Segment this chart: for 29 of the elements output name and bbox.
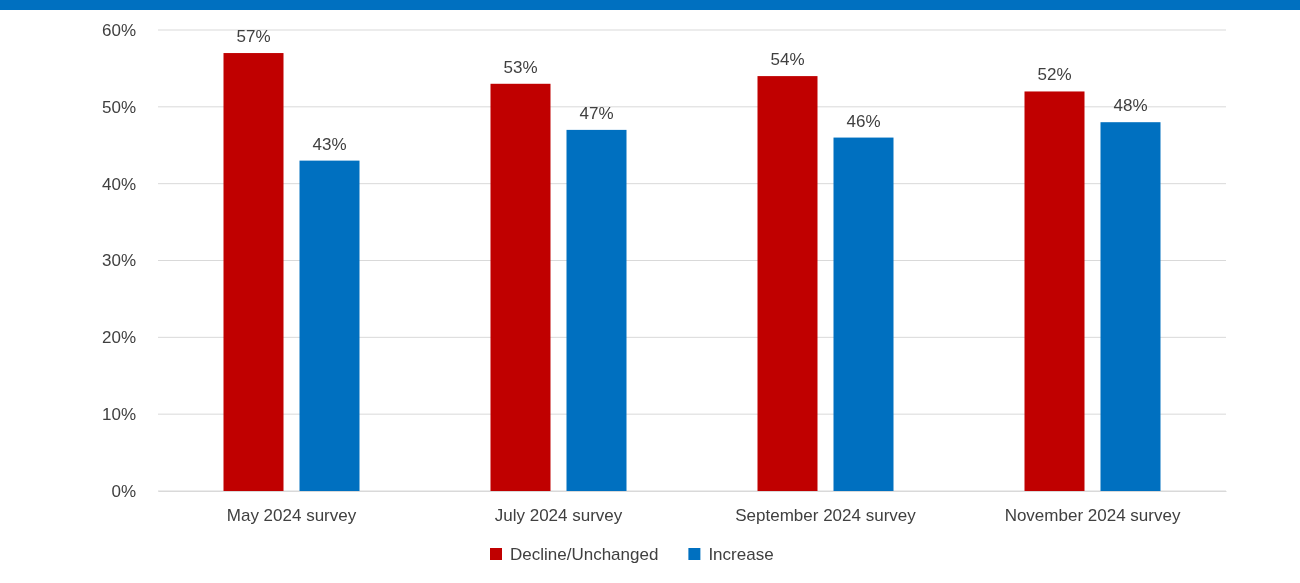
data-label: 53% (503, 57, 538, 77)
y-tick-label: 30% (101, 251, 136, 271)
data-label: 52% (1037, 65, 1072, 85)
y-tick-label: 60% (101, 20, 136, 40)
y-tick-label: 50% (101, 97, 136, 117)
y-tick-label: 40% (101, 174, 136, 194)
bar (757, 76, 818, 491)
y-tick-label: 10% (101, 405, 136, 425)
y-tick-label: 0% (111, 481, 136, 501)
bar (299, 160, 360, 491)
x-tick-label: May 2024 survey (226, 506, 357, 526)
bar (223, 53, 284, 491)
data-label: 47% (579, 103, 614, 123)
legend-label: Increase (708, 545, 774, 564)
data-label: 48% (1113, 96, 1148, 116)
data-label: 43% (312, 134, 347, 154)
bar (833, 137, 894, 491)
data-label: 54% (770, 50, 805, 70)
data-label: 57% (236, 27, 271, 47)
bar (566, 129, 627, 491)
bar (1024, 91, 1085, 491)
y-tick-label: 20% (101, 328, 136, 348)
bar (490, 83, 551, 491)
x-tick-label: November 2024 survey (1004, 506, 1181, 526)
x-tick-label: July 2024 survey (494, 506, 623, 526)
x-tick-label: September 2024 survey (735, 506, 917, 526)
data-label: 46% (846, 111, 881, 131)
bar (1100, 122, 1161, 491)
legend-label: Decline/Unchanged (510, 545, 659, 564)
